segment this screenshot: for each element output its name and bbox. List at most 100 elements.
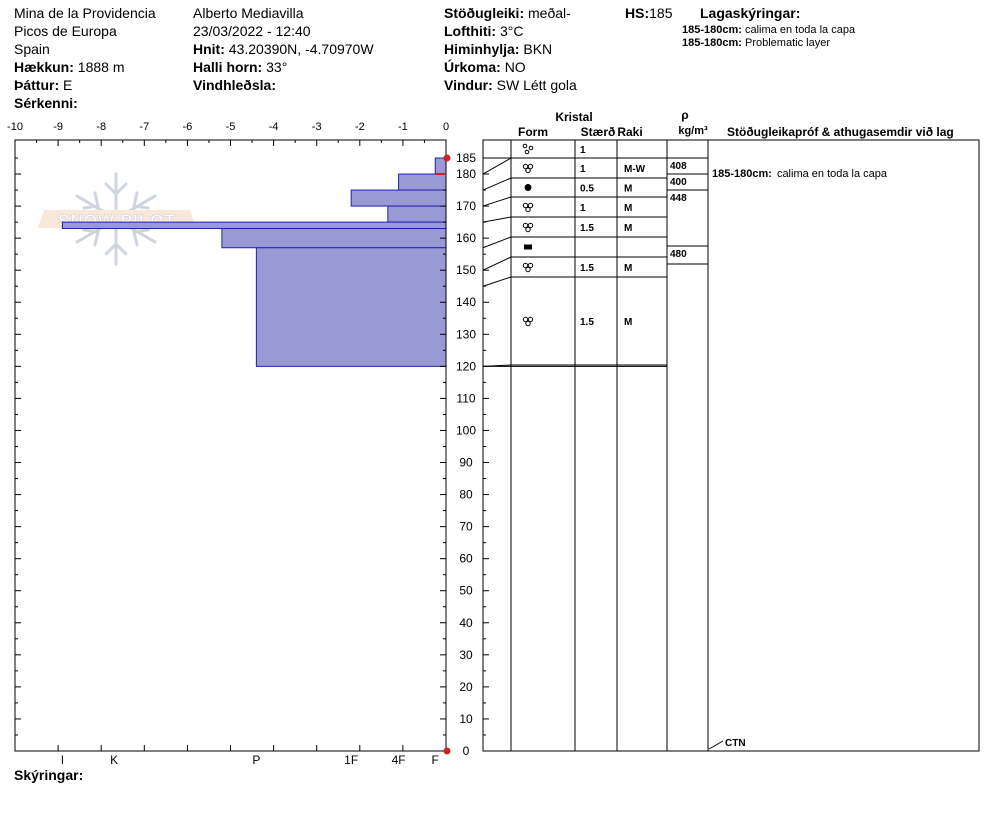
elevation: Hækkun: 1888 m [14,59,125,75]
sky-cover: Himinhylja: BKN [444,41,553,57]
header-kristal: Kristal [555,110,592,124]
height-tick-label: 50 [459,584,473,598]
temp-tick-label: -2 [355,121,365,133]
layer-connector [482,177,512,191]
layer-moisture: M [624,263,632,274]
decomposing-fragment-icon [522,316,529,323]
snowpilot-watermark: SNOW PILOT [38,172,196,266]
decomposing-fragment-icon [522,163,529,170]
temp-tick-label: -3 [312,121,322,133]
ctn-pointer [708,740,724,750]
hardness-tick-label: F [432,753,439,767]
layer-size: 1.5 [580,223,594,234]
hardness-bar [387,205,447,223]
temp-tick-label: -6 [183,121,193,133]
header-tests: Stöðugleikapróf & athugasemdir við lag [727,125,954,139]
table-frame [482,139,980,752]
layer-connector [482,196,512,207]
decomposing-fragment-icon [525,206,531,213]
test-note-text: calima en toda la capa [777,168,888,180]
height-tick-label: 90 [459,456,473,470]
hardness-bar [221,228,447,249]
hardness-bar [255,247,447,367]
height-tick-label: 10 [459,712,473,726]
height-tick-label: 80 [459,488,473,502]
precipitation: Úrkoma: NO [444,59,526,75]
hardness-bar [350,189,447,207]
density-value: 448 [670,193,687,204]
layer-size: 1.5 [580,263,594,274]
height-tick-label: 180 [456,167,476,181]
temp-tick-label: 0 [443,121,449,133]
layer-size: 0.5 [580,184,594,195]
height-tick-label: 70 [459,520,473,534]
height-tick-label: 140 [456,295,476,309]
decomposing-fragment-icon [527,202,534,209]
test-note: 185-180cm: calima en toda la capa [712,168,888,180]
datetime: 23/03/2022 - 12:40 [193,23,311,39]
layer-connector [482,276,512,287]
height-tick-label: 120 [456,359,476,373]
decomposing-fragment-icon [522,222,529,229]
header-rho: ρ [681,108,688,122]
ice-formation-icon [524,244,532,250]
wind: Vindur: SW Létt gola [444,77,577,93]
features: Sérkenni: [14,95,78,111]
decomposing-fragment-icon [527,316,534,323]
layer-moisture: M [624,184,632,195]
height-tick-label: 110 [456,391,475,405]
temp-marker [443,154,451,162]
snow-height: HS:185 [625,5,673,21]
height-tick-label: 30 [459,648,473,662]
layer-table: Kristal Form Stærð Raki ρ kg/m³ Stöðugleikapró… [482,108,980,752]
decomposing-fragment-icon [527,262,534,269]
hardness-bar [434,157,447,175]
hardness-tick-label: P [252,753,260,767]
decomposing-fragment-icon [527,163,534,170]
hardness-tick-label: 1F [344,753,358,767]
layer-size: 1.5 [580,317,594,328]
layer-size: 1 [580,164,586,175]
comments-label: Skýringar: [14,767,84,783]
temp-tick-label: -9 [53,121,63,133]
mountain-range: Picos de Europa [14,23,117,39]
header-form: Form [518,125,548,139]
decomposing-fragment-icon [522,202,529,209]
layer-note: 185-180cm: Problematic layer [682,37,830,49]
precip-particle-icon [528,145,534,151]
density-value: 400 [670,177,687,188]
temp-marker [443,747,451,755]
melt-form-icon [524,184,532,191]
temp-tick-label: -5 [226,121,236,133]
height-tick-label: 160 [456,231,476,245]
decomposing-fragment-icon [527,222,534,229]
aspect: Þáttur: E [14,77,73,93]
layer-moisture: M-W [624,164,646,175]
test-note-range: 185-180cm: [712,168,772,180]
location-name: Mina de la Providencia [14,5,156,21]
height-tick-label: 40 [459,616,473,630]
temp-tick-label: -7 [139,121,149,133]
height-tick-label: 185 [456,151,476,165]
layer-connector [482,157,512,175]
height-tick-label: 20 [459,680,473,694]
density-value: 480 [670,249,687,260]
layer-moisture: M [624,317,632,328]
hardness-tick-label: K [110,753,118,767]
temp-tick-label: -8 [96,121,106,133]
precip-particle-icon [524,149,530,155]
header-size: Stærð [581,125,616,139]
height-tick-label: 130 [456,327,476,341]
air-temperature: Lofthiti: 3°C [444,23,524,39]
temp-tick-label: -4 [269,121,279,133]
hardness-tick-label: I [61,753,64,767]
decomposing-fragment-icon [525,167,531,174]
hardness-bar [398,173,447,191]
hardness-temperature-plot: -10 -9 -8 -7 -6 -5 -4 -3 -2 -1 0010203040506070809… [7,121,489,767]
layer-note: 185-180cm: calima en toda la capa [682,24,856,36]
precip-particle-icon [522,143,528,149]
layer-moisture: M [624,223,632,234]
observer: Alberto Mediavilla [193,5,304,21]
layer-size: 1 [580,203,586,214]
